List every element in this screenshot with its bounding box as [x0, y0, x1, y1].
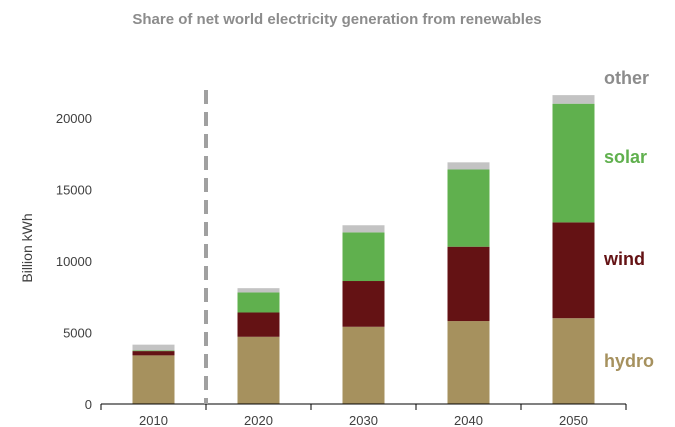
x-tick-label: 2010 [139, 413, 168, 427]
y-tick-label: 10000 [56, 254, 92, 269]
bars [132, 95, 595, 404]
series-label-solar: solar [604, 147, 647, 167]
bar-hydro-2010 [132, 355, 175, 404]
y-tick-label: 5000 [63, 326, 92, 341]
bar-wind-2040 [447, 246, 490, 322]
y-axis-label: Billion kWh [19, 213, 35, 282]
bar-hydro-2050 [552, 318, 595, 404]
x-tick-label: 2040 [454, 413, 483, 427]
bar-solar-2030 [342, 232, 385, 282]
bar-solar-2040 [447, 169, 490, 247]
bar-other-2050 [552, 95, 595, 104]
bar-solar-2010 [132, 350, 175, 352]
bar-hydro-2030 [342, 326, 385, 404]
bar-wind-2020 [237, 312, 280, 337]
x-tick-label: 2050 [559, 413, 588, 427]
x-axis: 2010 2020 2030 2040 2050 [100, 403, 627, 427]
y-tick-label: 0 [85, 397, 92, 412]
series-label-wind: wind [603, 249, 645, 269]
x-tick-label: 2030 [349, 413, 378, 427]
bar-solar-2050 [552, 103, 595, 223]
y-tick-label: 15000 [56, 183, 92, 198]
bar-hydro-2040 [447, 321, 490, 404]
bar-solar-2020 [237, 292, 280, 313]
bar-wind-2050 [552, 222, 595, 319]
y-axis: 0 5000 10000 15000 20000 [56, 111, 92, 412]
bar-hydro-2020 [237, 336, 280, 404]
bar-other-2010 [132, 344, 175, 351]
legend: hydro wind solar other [603, 68, 654, 371]
bar-wind-2030 [342, 281, 385, 327]
series-label-hydro: hydro [604, 351, 654, 371]
x-tick-label: 2020 [244, 413, 273, 427]
bar-other-2020 [237, 288, 280, 293]
bar-wind-2010 [132, 351, 175, 356]
series-label-other: other [604, 68, 649, 88]
y-tick-label: 20000 [56, 111, 92, 126]
bar-other-2040 [447, 162, 490, 170]
bar-other-2030 [342, 225, 385, 233]
chart-title: Share of net world electricity generatio… [132, 11, 541, 28]
